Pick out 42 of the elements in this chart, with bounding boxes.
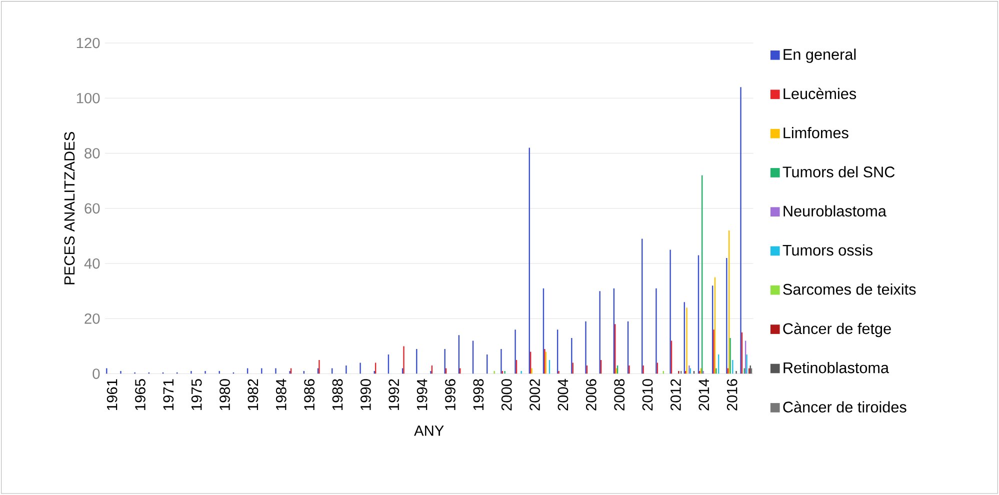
y-tick-label: 20 (84, 314, 100, 324)
legend-label: Càncer de tiroides (783, 401, 906, 413)
x-tick-label: 2002 (530, 379, 540, 410)
x-tick-label: 1975 (191, 379, 202, 410)
x-tick-label: 2012 (670, 379, 681, 410)
x-tick-label: 2000 (501, 379, 512, 410)
legend-label: Tumors ossis (782, 244, 872, 256)
x-tick-label: 1986 (304, 379, 315, 410)
legend-label: Limfomes (784, 127, 848, 138)
x-tick-label: 2014 (698, 379, 710, 410)
legend-label: Tumors del SNC (782, 166, 895, 178)
y-tick-label: 40 (84, 258, 100, 269)
x-tick-label: 1988 (332, 379, 343, 410)
x-tick-label: 1984 (276, 379, 286, 410)
x-tick-label: 1971 (163, 379, 174, 410)
x-tick-label: 1992 (388, 379, 400, 410)
legend-label: Retinoblastoma (784, 362, 890, 374)
x-tick-label: 2006 (586, 379, 596, 410)
x-tick-label: 1998 (473, 379, 484, 410)
x-tick-label: 1982 (248, 379, 258, 410)
y-tick-label: 80 (84, 148, 100, 159)
x-tick-label: 2004 (558, 379, 568, 410)
y-tick-label: 120 (76, 38, 100, 48)
x-tick-label: 1996 (445, 379, 456, 410)
y-axis-title: PECES ANALITZADES (64, 132, 75, 284)
x-tick-label: 1990 (360, 379, 371, 410)
x-tick-label: 1980 (220, 379, 230, 410)
x-tick-label: 1961 (106, 379, 118, 410)
legend-label: Càncer de fetge (783, 322, 891, 338)
y-tick-label: 100 (76, 93, 100, 104)
legend-label: Leucèmies (784, 88, 856, 100)
x-tick-label: 1994 (416, 379, 428, 410)
x-tick-label: 2010 (642, 379, 653, 410)
legend-label: Neuroblastoma (784, 205, 886, 217)
legend-label: Sarcomes de teixits (783, 284, 916, 295)
x-tick-label: 2008 (614, 379, 625, 410)
x-tick-label: 2016 (726, 379, 738, 410)
y-tick-label: 60 (84, 203, 100, 214)
x-axis-title: ANY (414, 426, 444, 436)
y-tick-label: 0 (92, 368, 100, 380)
x-tick-label: 1965 (135, 379, 146, 410)
legend-label: En general (784, 48, 856, 63)
